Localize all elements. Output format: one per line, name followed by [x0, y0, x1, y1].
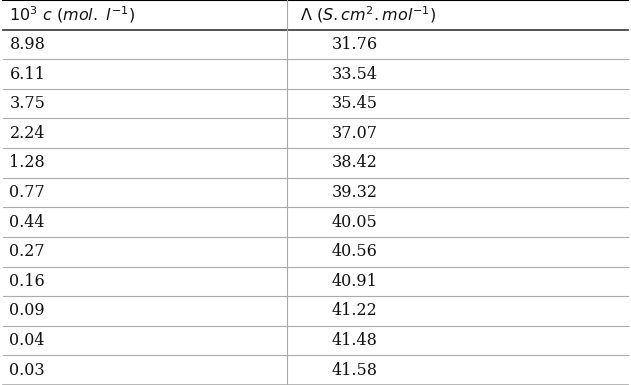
- Text: 40.56: 40.56: [331, 243, 377, 260]
- Text: 40.05: 40.05: [331, 214, 377, 231]
- Text: 0.27: 0.27: [9, 243, 45, 260]
- Text: 0.16: 0.16: [9, 273, 45, 290]
- Text: $\mathbf{\mathit{10^3\ c\ (mol.\ l^{-1})}}$: $\mathbf{\mathit{10^3\ c\ (mol.\ l^{-1})…: [9, 5, 136, 25]
- Text: 41.22: 41.22: [331, 303, 377, 320]
- Text: 40.91: 40.91: [331, 273, 377, 290]
- Text: 41.48: 41.48: [331, 332, 377, 349]
- Text: 41.58: 41.58: [331, 362, 377, 379]
- Text: 2.24: 2.24: [9, 125, 45, 142]
- Text: 6.11: 6.11: [9, 65, 45, 82]
- Text: 38.42: 38.42: [331, 154, 377, 171]
- Text: 39.32: 39.32: [331, 184, 377, 201]
- Text: 3.75: 3.75: [9, 95, 45, 112]
- Text: 0.03: 0.03: [9, 362, 45, 379]
- Text: 37.07: 37.07: [331, 125, 377, 142]
- Text: 33.54: 33.54: [331, 65, 377, 82]
- Text: $\mathbf{\mathit{\Lambda\ (S.cm^2.mol^{-1})}}$: $\mathbf{\mathit{\Lambda\ (S.cm^2.mol^{-…: [300, 5, 436, 25]
- Text: 0.77: 0.77: [9, 184, 45, 201]
- Text: 8.98: 8.98: [9, 36, 45, 53]
- Text: 35.45: 35.45: [331, 95, 377, 112]
- Text: 31.76: 31.76: [331, 36, 377, 53]
- Text: 1.28: 1.28: [9, 154, 45, 171]
- Text: 0.09: 0.09: [9, 303, 45, 320]
- Text: 0.44: 0.44: [9, 214, 45, 231]
- Text: 0.04: 0.04: [9, 332, 45, 349]
